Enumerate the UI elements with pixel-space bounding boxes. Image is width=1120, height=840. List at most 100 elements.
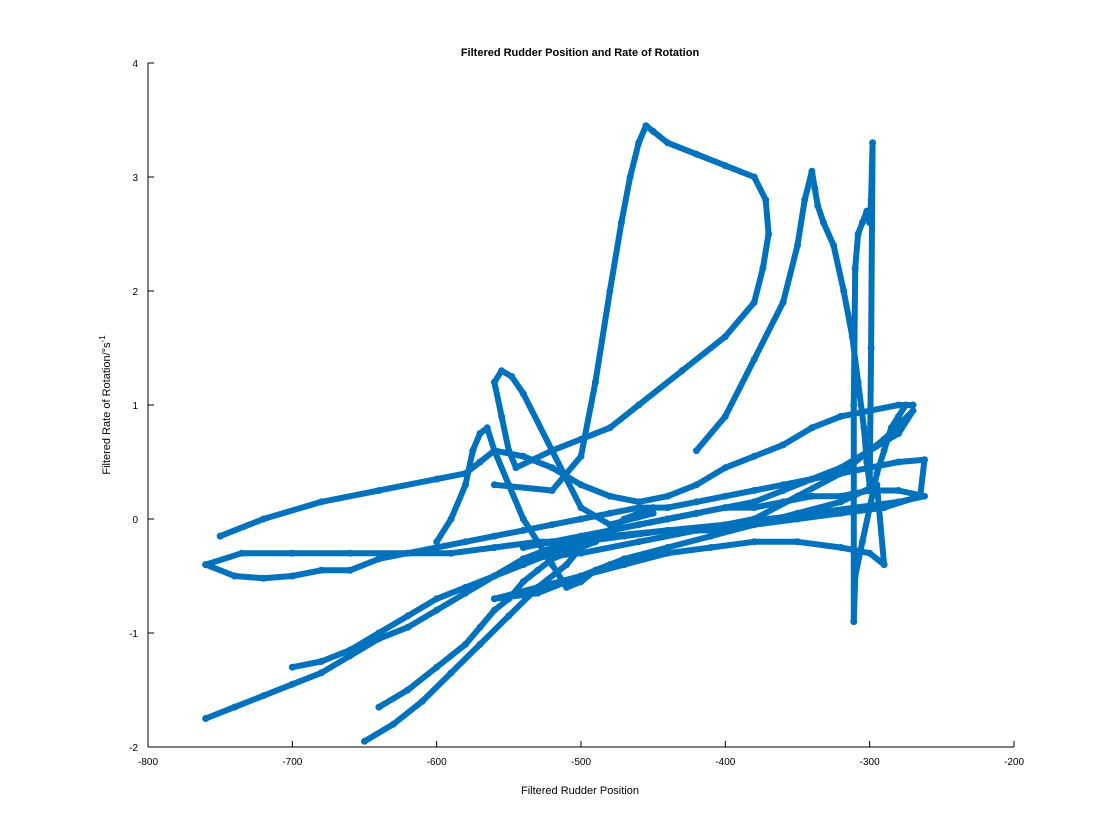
data-point (433, 663, 441, 671)
data-point (635, 401, 643, 409)
data-point (863, 458, 871, 466)
data-series (490, 481, 888, 603)
data-point (895, 487, 902, 494)
data-point (921, 456, 928, 464)
data-point (863, 207, 871, 215)
data-point (260, 515, 267, 523)
data-point (664, 515, 672, 523)
data-point (794, 241, 801, 249)
data-point (808, 492, 816, 500)
data-point (794, 492, 801, 500)
data-point (361, 737, 368, 745)
data-point (260, 574, 267, 582)
data-point (721, 333, 729, 341)
data-point (490, 447, 498, 455)
data-point (404, 612, 412, 620)
series-trace (217, 402, 916, 540)
data-point (779, 298, 787, 306)
data-point (288, 572, 296, 580)
y-tick-label: 1 (132, 401, 138, 412)
data-point (902, 401, 910, 409)
data-point (721, 504, 729, 512)
y-ticks: -2 -1 0 1 2 3 4 (129, 59, 154, 754)
data-point (693, 498, 700, 506)
y-tick-label: 3 (132, 173, 138, 184)
data-point (462, 538, 469, 546)
data-point (577, 532, 585, 540)
data-point (617, 219, 625, 227)
data-point (721, 162, 729, 170)
series-trace (491, 122, 772, 528)
x-tick-label: -600 (427, 757, 447, 768)
data-point (548, 521, 556, 529)
data-point (851, 264, 859, 272)
data-point (490, 544, 498, 551)
data-point (548, 561, 556, 569)
data-point (750, 487, 758, 494)
data-point (765, 230, 773, 238)
data-point (721, 492, 729, 500)
data-series (519, 407, 917, 563)
data-point (895, 412, 902, 420)
data-point (519, 452, 527, 460)
series-trace (491, 481, 888, 602)
data-point (433, 475, 441, 483)
x-tick-label: -300 (860, 757, 880, 768)
series-trace (520, 407, 916, 562)
data-point (317, 669, 325, 677)
data-point (447, 515, 455, 523)
data-point (866, 447, 874, 455)
data-point (707, 532, 715, 540)
data-point (404, 686, 412, 694)
data-point (498, 412, 506, 420)
data-point (577, 481, 585, 489)
data-point (635, 509, 643, 517)
data-point (231, 703, 239, 711)
chart-title: Filtered Rudder Position and Rate of Rot… (461, 47, 700, 59)
data-point (750, 538, 758, 546)
data-point (519, 515, 527, 523)
data-point (577, 572, 585, 580)
data-point (231, 572, 239, 580)
data-point (346, 646, 354, 654)
data-point (909, 407, 917, 415)
data-point (490, 606, 498, 614)
data-point (469, 447, 477, 455)
data-point (476, 458, 484, 466)
data-point (346, 566, 354, 574)
data-point (895, 401, 902, 409)
data-point (548, 538, 556, 546)
data-point (779, 441, 787, 449)
data-point (721, 412, 729, 420)
data-point (519, 526, 527, 534)
data-point (866, 504, 874, 512)
data-point (678, 367, 686, 375)
data-point (288, 663, 296, 671)
x-tick-label: -700 (282, 757, 302, 768)
data-point (202, 715, 210, 722)
data-point (462, 640, 469, 648)
data-point (693, 481, 700, 489)
data-point (851, 572, 859, 580)
data-point (462, 583, 469, 591)
data-point (858, 219, 866, 227)
data-point (837, 498, 845, 506)
data-point (750, 452, 758, 460)
data-point (837, 544, 845, 551)
y-tick-label: -1 (129, 629, 138, 640)
data-point (895, 498, 902, 506)
y-tick-label: 0 (132, 515, 138, 526)
data-point (490, 572, 498, 580)
data-point (880, 561, 888, 569)
data-point (447, 669, 455, 677)
data-point (548, 464, 556, 472)
data-point (880, 447, 888, 455)
data-point (288, 680, 296, 688)
data-point (850, 618, 858, 626)
data-point (664, 139, 672, 147)
data-point (591, 378, 599, 386)
data-point (779, 487, 787, 494)
data-point (642, 122, 650, 130)
